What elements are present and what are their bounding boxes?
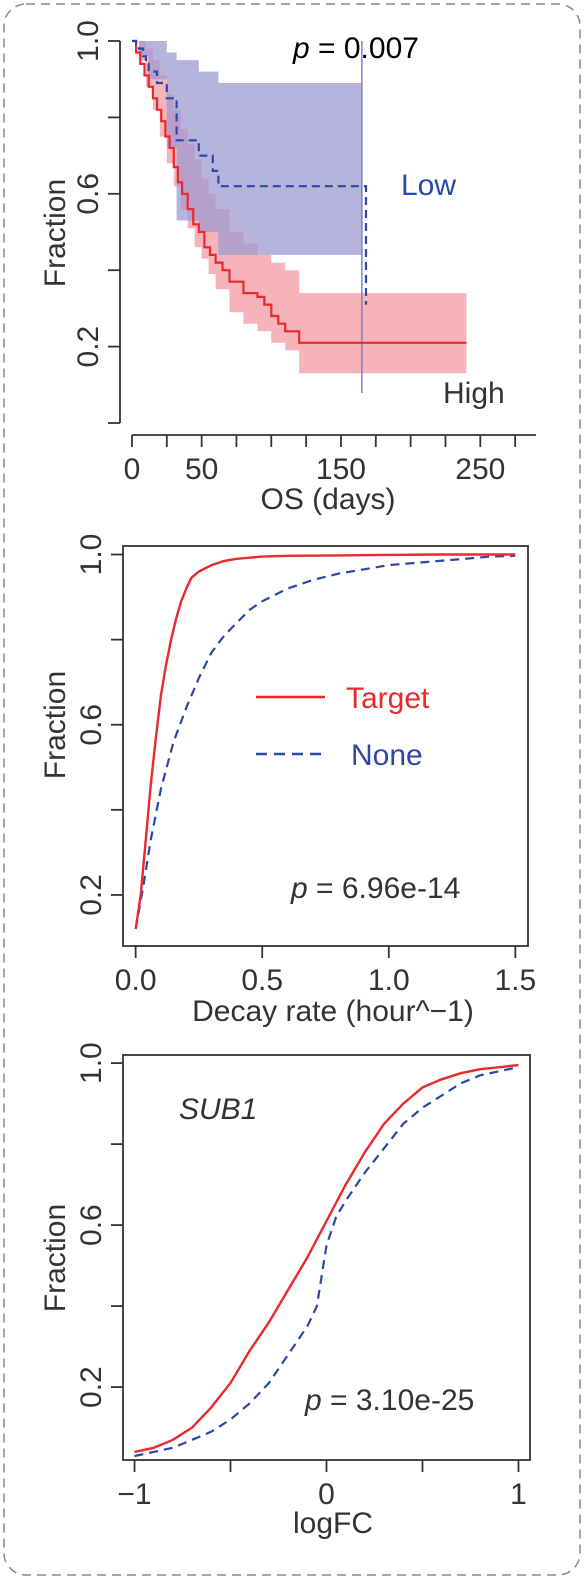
logfc-y-tick-label: 1.0 xyxy=(75,1042,108,1084)
survival-p-value: p = 0.007 xyxy=(292,32,419,65)
survival-x-tick-label: 150 xyxy=(316,453,366,486)
survival-y-tick-label: 0.6 xyxy=(72,173,105,215)
decay-x-tick-label: 0.5 xyxy=(241,964,283,997)
survival-y-tick-label: 1.0 xyxy=(72,20,105,62)
decay-x-axis-title: Decay rate (hour^−1) xyxy=(192,995,474,1028)
decay-target-curve xyxy=(134,553,516,930)
legend-label-none: None xyxy=(351,739,423,772)
logfc-p-value: p = 3.10e-25 xyxy=(304,1384,474,1417)
logfc-x-axis-title: logFC xyxy=(293,1507,373,1540)
decay-y-tick-label: 0.6 xyxy=(75,704,108,746)
survival-series-label-high: High xyxy=(443,377,505,410)
logfc-y-axis-title: Fraction xyxy=(39,1204,72,1312)
logfc-curves xyxy=(134,1063,519,1458)
survival-x-tick-label: 50 xyxy=(185,453,218,486)
survival-y-tick-label: 0.2 xyxy=(72,326,105,368)
logfc-y-tick-label: 0.6 xyxy=(75,1204,108,1246)
logfc-target-curve xyxy=(134,1063,519,1454)
low-survival-curve xyxy=(132,39,368,305)
logfc-x-tick-label: −1 xyxy=(117,1478,151,1511)
confidence-bands xyxy=(132,41,467,374)
survival-panel: 0 50 150 250 0.2 0.6 1.0 p = 0.007 Low High OS… xyxy=(39,20,537,516)
high-survival-curve xyxy=(132,39,467,344)
logfc-panel: −1 0 1 0.2 0.6 1.0 SUB1 p = 3.10e-25 logFC Fr… xyxy=(39,1042,531,1540)
decay-curves xyxy=(134,553,516,930)
decay-p-value: p = 6.96e-14 xyxy=(290,872,460,905)
decay-plot-box xyxy=(122,545,529,947)
decay-x-tick-label: 1.0 xyxy=(368,964,410,997)
decay-axes: 0.0 0.5 1.0 1.5 0.2 0.6 1.0 xyxy=(75,534,536,997)
decay-legend: Target None xyxy=(256,682,430,772)
logfc-x-tick-label: 0 xyxy=(318,1478,335,1511)
frame-border xyxy=(3,3,581,1576)
decay-none-curve xyxy=(134,554,516,930)
survival-x-tick-label: 250 xyxy=(455,453,505,486)
logfc-axes: −1 0 1 0.2 0.6 1.0 xyxy=(75,1042,527,1511)
decay-panel: 0.0 0.5 1.0 1.5 0.2 0.6 1.0 Target None p = 6.… xyxy=(39,534,536,1028)
decay-x-tick-label: 1.5 xyxy=(494,964,536,997)
survival-y-axis-title: Fraction xyxy=(39,179,72,287)
gene-annotation: SUB1 xyxy=(179,1093,257,1126)
low-confidence-band xyxy=(132,41,362,255)
decay-y-tick-label: 0.2 xyxy=(75,874,108,916)
decay-y-axis-title: Fraction xyxy=(39,671,72,779)
decay-y-tick-label: 1.0 xyxy=(75,534,108,576)
survival-axes: 0 50 150 250 0.2 0.6 1.0 xyxy=(72,20,537,486)
logfc-y-tick-label: 0.2 xyxy=(75,1366,108,1408)
decay-x-tick-label: 0.0 xyxy=(115,964,157,997)
survival-curves xyxy=(132,39,467,393)
figure-frame: 0 50 150 250 0.2 0.6 1.0 p = 0.007 Low High OS… xyxy=(3,3,581,1576)
legend-label-target: Target xyxy=(346,682,430,715)
survival-x-axis-title: OS (days) xyxy=(260,483,395,516)
survival-x-tick-label: 0 xyxy=(124,453,141,486)
logfc-x-tick-label: 1 xyxy=(510,1478,527,1511)
survival-series-label-low: Low xyxy=(401,169,456,202)
